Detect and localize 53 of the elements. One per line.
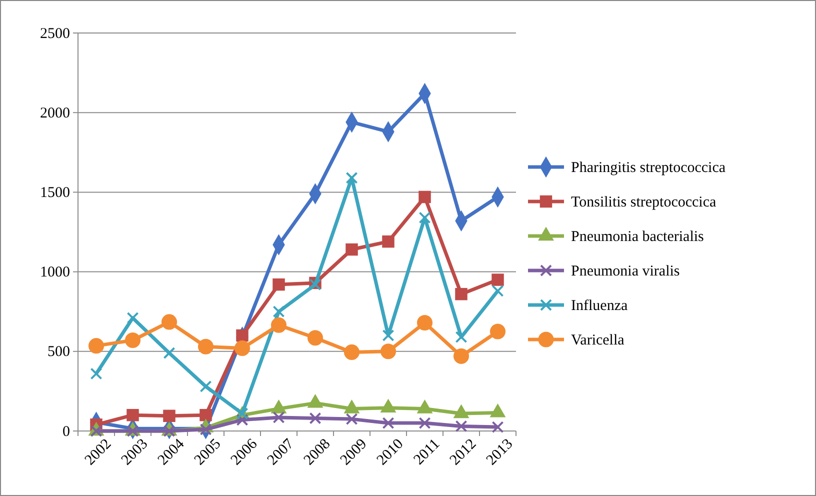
legend-label: Pharingitis streptococcica bbox=[571, 160, 726, 176]
point bbox=[453, 348, 470, 364]
point bbox=[234, 340, 250, 356]
point bbox=[236, 414, 248, 426]
legend-label: Influenza bbox=[571, 298, 628, 314]
legend-label: Pneumonia viralis bbox=[571, 264, 680, 280]
point bbox=[346, 172, 358, 184]
x-tick-label: 2011 bbox=[410, 436, 444, 468]
point bbox=[455, 331, 468, 344]
y-tick-label: 1000 bbox=[40, 264, 70, 281]
point bbox=[382, 329, 394, 342]
point bbox=[344, 344, 360, 360]
point bbox=[272, 306, 285, 318]
point bbox=[492, 284, 504, 297]
y-tick-label: 2500 bbox=[40, 26, 70, 42]
point bbox=[382, 235, 394, 248]
point bbox=[380, 344, 396, 360]
point bbox=[200, 408, 212, 422]
y-tick-label: 1500 bbox=[40, 185, 70, 201]
point bbox=[309, 412, 322, 424]
point bbox=[163, 346, 176, 359]
point bbox=[307, 330, 324, 346]
y-tick-label: 0 bbox=[62, 424, 70, 440]
point bbox=[236, 329, 248, 342]
point bbox=[492, 274, 504, 286]
point bbox=[455, 288, 468, 300]
point bbox=[346, 413, 358, 426]
legend-label: Varicella bbox=[571, 332, 625, 348]
legend-label: Tonsilitis streptococcica bbox=[571, 194, 716, 210]
point bbox=[382, 417, 394, 430]
point bbox=[418, 212, 431, 224]
point bbox=[455, 420, 468, 432]
point bbox=[490, 324, 506, 340]
y-tick-label: 500 bbox=[48, 344, 70, 360]
point bbox=[272, 411, 285, 424]
y-tick-label: 2000 bbox=[40, 105, 70, 122]
point bbox=[88, 338, 104, 354]
point bbox=[416, 314, 433, 331]
point bbox=[126, 408, 139, 422]
point bbox=[346, 243, 358, 256]
point bbox=[418, 190, 431, 204]
legend-label: Pneumonia bacterialis bbox=[571, 229, 704, 245]
point bbox=[161, 314, 178, 330]
point bbox=[272, 278, 285, 291]
point bbox=[126, 312, 139, 324]
point bbox=[492, 421, 504, 434]
point bbox=[200, 380, 212, 392]
point bbox=[418, 417, 431, 430]
point bbox=[163, 410, 176, 422]
point bbox=[124, 332, 141, 348]
point bbox=[270, 317, 287, 333]
point bbox=[90, 368, 102, 380]
point bbox=[198, 338, 214, 354]
